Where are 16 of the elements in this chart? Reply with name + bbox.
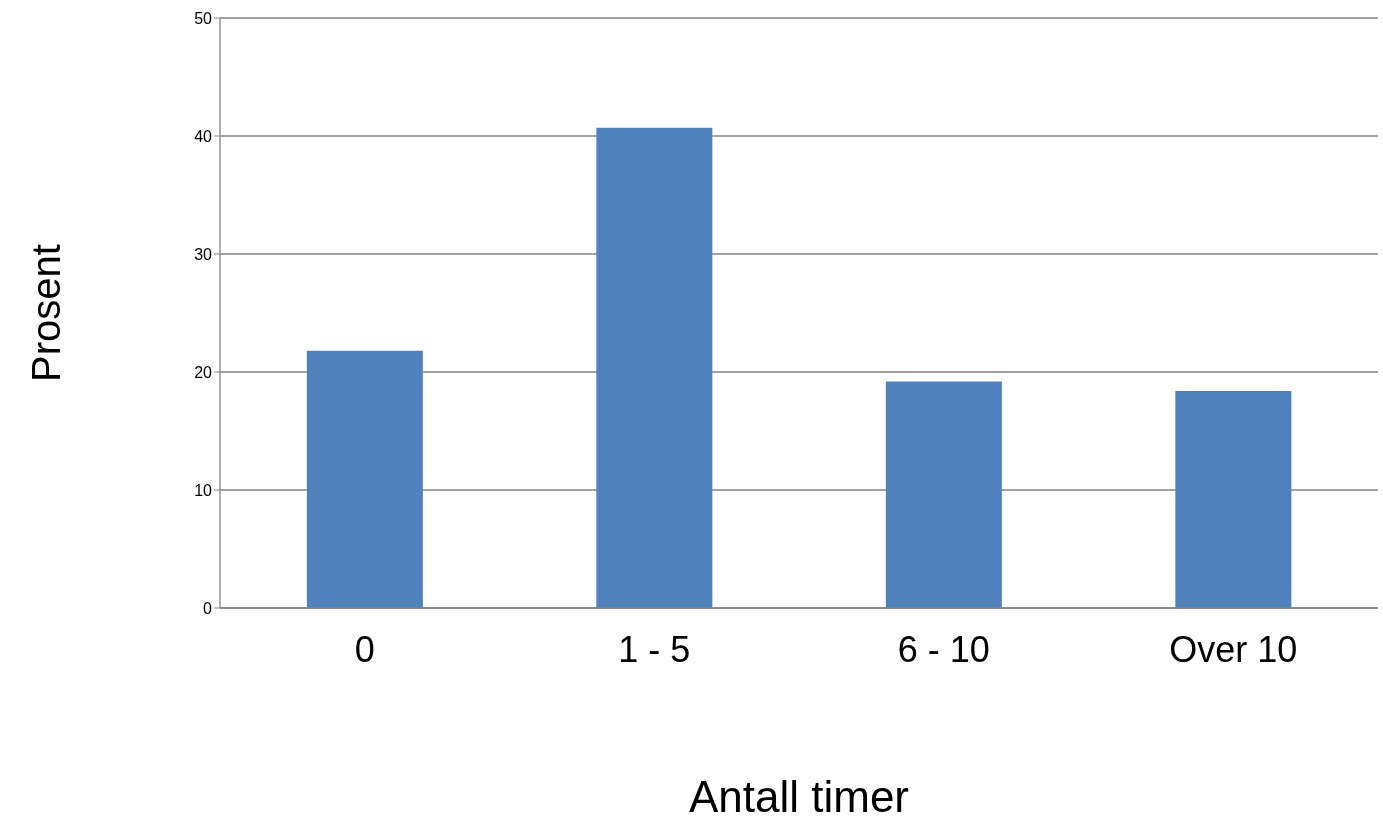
bar (1175, 390, 1292, 608)
y-tick-label: 50 (194, 9, 213, 27)
y-tick-label: 30 (194, 245, 213, 263)
y-tick-label: 40 (194, 127, 213, 145)
y-axis-title: Prosent (24, 244, 69, 382)
y-tick-label: 20 (194, 363, 213, 381)
x-axis-title: Antall timer (688, 772, 910, 821)
x-tick-label: 6 - 10 (897, 628, 990, 670)
bar (306, 350, 423, 608)
y-tick-label: 10 (194, 481, 213, 499)
x-tick-label: 0 (354, 628, 375, 670)
y-tick-label: 0 (203, 599, 213, 617)
bar (885, 381, 1002, 608)
bar (596, 127, 713, 608)
x-tick-label: 1 - 5 (618, 628, 691, 670)
x-tick-label: Over 10 (1169, 628, 1298, 670)
